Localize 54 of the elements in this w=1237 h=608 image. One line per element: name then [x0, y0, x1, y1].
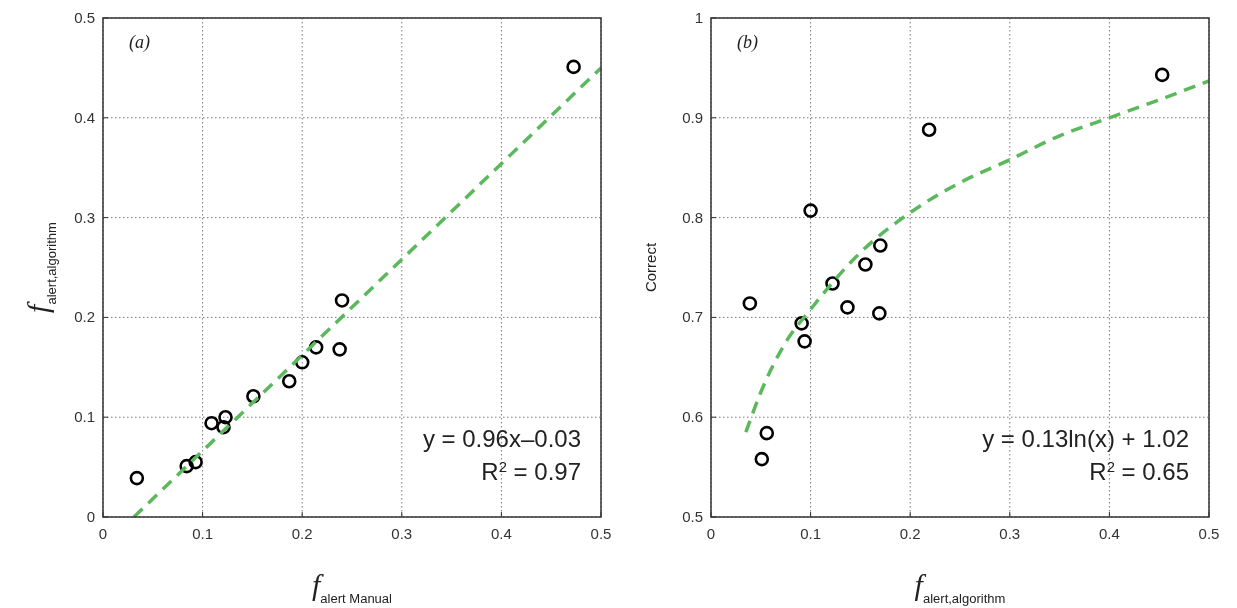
point [797, 334, 812, 349]
x-tick-label: 0.1 [192, 525, 214, 542]
point [803, 203, 818, 218]
point [840, 300, 855, 315]
y-tick-label: 0.5 [74, 9, 95, 26]
point [759, 425, 775, 441]
y-tick-label: 0.8 [682, 208, 703, 226]
point [754, 451, 770, 467]
y-tick-label: 0.9 [682, 108, 703, 126]
y-tick-label: 1 [694, 9, 703, 26]
point [188, 454, 203, 470]
point [873, 238, 888, 253]
point [179, 458, 194, 474]
point [334, 293, 350, 308]
point [281, 373, 297, 389]
x-tick-label: 0.4 [1098, 525, 1120, 542]
point [332, 342, 347, 357]
y-tick-label: 0.1 [74, 408, 95, 426]
point [794, 316, 809, 331]
x-tick-label: 0.2 [291, 525, 313, 542]
point [129, 470, 145, 486]
point [872, 306, 887, 321]
y-tick-label: 0.7 [682, 308, 703, 326]
annotation: y = 0.13ln(x) + 1.02 [982, 425, 1189, 452]
point [742, 296, 758, 311]
x-tick-label: 0.3 [391, 525, 413, 542]
y-tick-label: 0 [86, 508, 95, 525]
x-tick-label: 0.5 [1198, 525, 1220, 542]
x-axis-title: f$_{alert,algorithm}$ [914, 568, 1006, 606]
x-tick-label: 0 [706, 525, 716, 542]
point [204, 415, 219, 431]
y-tick-label: 0.5 [682, 508, 703, 525]
y-tick-label: 0.2 [74, 308, 95, 326]
annotation: (a) [129, 32, 150, 53]
point [1154, 67, 1170, 83]
annotation: y = 0.96x–0.03 [422, 425, 581, 452]
x-tick-label: 0.2 [899, 525, 921, 542]
y-tick-label: 0.3 [74, 208, 95, 226]
annotation: R$^{2}$ = 0.97 [481, 458, 581, 485]
annotation: (b) [737, 32, 758, 53]
x-tick-label: 0.4 [490, 525, 512, 542]
x-tick-label: 0.5 [590, 525, 612, 542]
x-tick-label: 0.1 [800, 525, 822, 542]
point [218, 409, 233, 425]
annotation: R$^{2}$ = 0.65 [1089, 458, 1189, 485]
point [858, 257, 873, 272]
x-axis-title: f$_{alert Manual}$ [312, 568, 393, 606]
point [566, 59, 581, 75]
y-axis-title: Correct [642, 242, 659, 293]
x-tick-label: 0 [98, 525, 108, 542]
x-tick-label: 0.3 [999, 525, 1021, 542]
y-tick-label: 0.4 [74, 108, 95, 126]
point [921, 122, 937, 138]
y-tick-label: 0.6 [682, 408, 703, 426]
